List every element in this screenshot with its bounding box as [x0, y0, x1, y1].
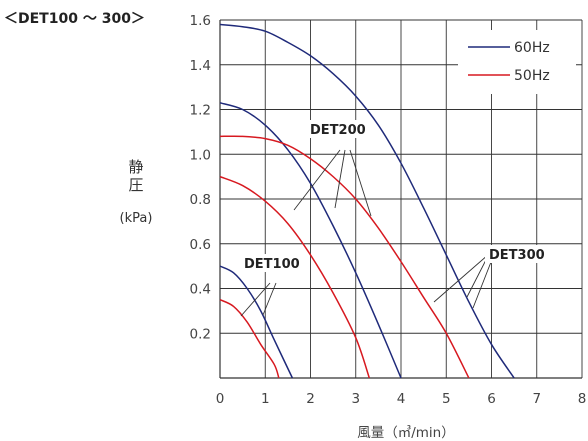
legend-box [458, 30, 576, 94]
tick-labels: 0 1 2 3 4 5 6 7 8 0.2 0.4 0.6 0.8 1.0 1.2 1.4 1.6 [190, 13, 587, 407]
y-axis-label: 静圧 [128, 158, 143, 194]
y-tick-label: 0.8 [190, 192, 211, 208]
x-tick-label: 4 [397, 391, 406, 407]
legend-label-50hz: 50Hz [514, 68, 550, 84]
y-tick-label: 0.2 [190, 326, 211, 342]
y-axis-unit: (kPa) [120, 211, 153, 226]
annotation-label-bg [306, 120, 366, 138]
series-line-det200-50hz [219, 175, 371, 379]
x-tick-label: 3 [351, 391, 360, 407]
annotation-leader-line [240, 282, 271, 317]
y-tick-label: 1.0 [190, 147, 211, 163]
series-line-det300-50hz [219, 135, 470, 379]
x-tick-label: 2 [306, 391, 315, 407]
series-line-det300-60hz [219, 23, 515, 379]
annotation-label-det100: DET100 [244, 257, 300, 272]
annotation-leader-line [433, 253, 490, 303]
y-tick-label: 0.6 [190, 237, 211, 253]
series-line-det200-60hz [219, 102, 402, 379]
x-tick-label: 6 [487, 391, 496, 407]
x-tick-label: 7 [532, 391, 541, 407]
annotation-label-bg [485, 245, 545, 263]
annotation-leader-line [349, 149, 372, 217]
y-tick-label: 1.4 [190, 58, 211, 74]
y-tick-label: 0.4 [190, 282, 211, 298]
x-tick-label: 8 [578, 391, 587, 407]
grid [219, 19, 583, 379]
x-axis-label: 風量（㎥/min） [357, 425, 455, 441]
x-tick-label: 1 [261, 391, 270, 407]
legend: 60Hz 50Hz [458, 30, 576, 94]
series-line-det100-50hz [219, 299, 280, 379]
x-tick-label: 0 [216, 391, 225, 407]
y-tick-label: 1.6 [190, 13, 211, 29]
annotations: DET100 DET200 DET300 [240, 120, 545, 317]
series-line-det100-60hz [219, 265, 294, 379]
annotation-label-bg [240, 254, 300, 272]
annotation-leader-line [472, 261, 492, 309]
series-group [219, 23, 515, 379]
y-tick-label: 1.2 [190, 103, 211, 119]
annotation-label-det300: DET300 [489, 248, 545, 263]
legend-label-60hz: 60Hz [514, 40, 550, 56]
chart-title: ＜DET100 ～ 300＞ [4, 11, 145, 27]
y-axis-label-char: 圧 [128, 176, 143, 194]
x-tick-label: 5 [442, 391, 451, 407]
annotation-leader-line [262, 282, 277, 316]
y-axis-label-char: 静 [128, 158, 143, 176]
annotation-leader-line [293, 149, 341, 211]
annotation-label-det200: DET200 [310, 123, 366, 138]
annotation-leader-line [334, 149, 346, 209]
